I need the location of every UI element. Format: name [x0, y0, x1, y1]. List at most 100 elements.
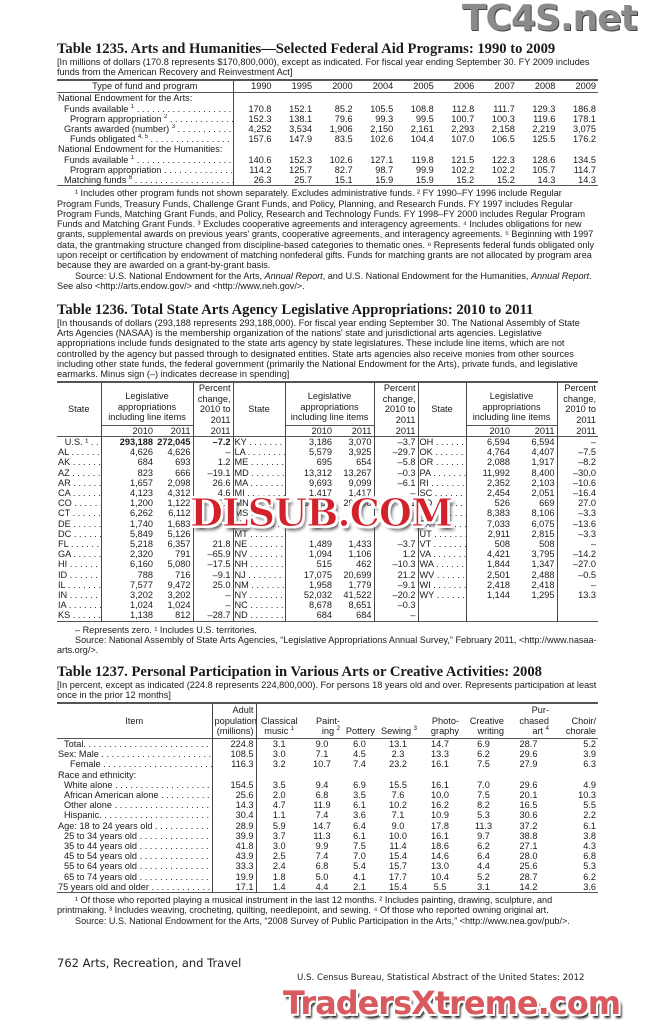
cell-value: 122.3: [491, 154, 515, 165]
state-label: KS: [57, 610, 102, 622]
percent-change: –27.0: [573, 559, 596, 570]
cell-value: 13.3: [431, 749, 449, 760]
row-label: African American alone: [57, 789, 213, 801]
value-2010: 4,626: [130, 447, 153, 458]
cell-value: 11.3: [474, 820, 493, 831]
cell-value: 10.4: [431, 871, 449, 882]
cell-value: 119.6: [533, 113, 556, 124]
value-2010: 515: [316, 559, 332, 570]
row-label: Age: 18 to 24 years old: [57, 820, 213, 831]
state-label: SD: [418, 498, 467, 509]
value-2011: 654: [334, 457, 375, 468]
cell-value: 7.5: [477, 789, 490, 800]
cell-value: 114.2: [249, 164, 272, 175]
year-header: 2006: [453, 81, 475, 92]
cell-value: 15.9: [415, 175, 434, 186]
cell-value: 6.8: [583, 851, 596, 862]
cell-value: 107.0: [451, 134, 475, 145]
cell-value: 2.3: [391, 749, 405, 760]
column-header: Pur- chased art 4: [506, 703, 551, 738]
source-note: Source: National Assembly of State Arts …: [57, 634, 597, 656]
row-label-value: National Endowment for the Humanities:: [58, 144, 223, 155]
percent-change: –: [193, 600, 234, 611]
cell-value: [476, 93, 517, 104]
year-header: 2011: [512, 425, 558, 437]
table-row: Funds available 1 140.6 152.3 102.6 127.1 119…: [57, 154, 598, 165]
value-2011: 4,312: [155, 487, 194, 499]
value-2010: 1,144: [487, 589, 510, 600]
row-label-value: Program appropriation: [70, 113, 162, 124]
row-label-value: National Endowment for the Arts:: [58, 93, 193, 104]
row-label: Total.: [57, 738, 213, 750]
source-text: , and U.S. National Endowment for the Hu…: [322, 270, 531, 281]
year-header: 2004: [372, 81, 394, 92]
cell-value: [395, 144, 436, 154]
value-2010: 2,454: [487, 487, 510, 498]
percent-change: –3.7: [374, 436, 419, 448]
cell-value: 15.5: [389, 779, 407, 790]
cell-value: 2.5: [272, 851, 286, 862]
cell-value: 6.0: [353, 738, 366, 749]
state-label: NC: [233, 600, 286, 611]
value-2011: 2,418: [512, 579, 558, 590]
percent-change: [193, 528, 234, 539]
cell-value: 7.1: [391, 810, 405, 821]
year-header: 2010: [489, 425, 510, 436]
appropriations-header: Legislative appropriations including lin…: [101, 382, 194, 426]
percent-change: –6.5: [193, 498, 234, 509]
empty-cell: [418, 600, 467, 611]
cell-value: 6.2: [583, 871, 596, 882]
year-header: 2008: [534, 81, 556, 92]
cell-value: 7.4: [315, 851, 329, 862]
table-row: IN3,2023,202–NY52,03241,522–20.2WY1,1441…: [57, 589, 598, 601]
state-name: IN: [58, 590, 100, 600]
cell-value: 16.5: [519, 800, 538, 811]
value-2010: 1,024: [130, 600, 153, 611]
cell-value: 14.3: [212, 800, 257, 811]
percent-change: –6.1: [374, 477, 419, 488]
cell-value: [436, 144, 477, 154]
table-row: CA4,1234,3124.6MI1,4171,417–SC2,4542,051…: [57, 487, 598, 499]
column-header: Item: [57, 703, 213, 739]
footnote-marker: 4, 5: [137, 134, 148, 141]
state-name: DE: [58, 519, 100, 529]
value-2010: 9,693: [309, 477, 332, 488]
footnotes: ¹ Includes other program funds not shown…: [57, 188, 595, 271]
cell-value: [476, 144, 517, 154]
value-2011: 508: [512, 538, 558, 550]
cell-value: 4.4: [315, 881, 329, 892]
state-name: OH: [420, 437, 466, 447]
state-label: NJ: [233, 569, 286, 580]
cell-value: 14.2: [519, 881, 538, 892]
state-name: IA: [58, 600, 100, 610]
cell-value: 186.8: [573, 103, 596, 114]
percent-change: –0.1: [374, 498, 419, 509]
state-label: RI: [418, 477, 467, 488]
cell-value: 9.9: [315, 840, 329, 851]
cell-value: [436, 93, 477, 104]
percent-change: [193, 508, 234, 519]
state-name: OK: [420, 447, 466, 457]
state-label: AZ: [57, 467, 102, 478]
column-header: Sewing 3: [377, 703, 419, 738]
cell-value: 2.2: [583, 810, 596, 821]
cell-value: 3.6: [583, 881, 596, 892]
cell-value: 15.7: [389, 861, 407, 872]
appropriations-header: Legislative appropriations including lin…: [466, 382, 558, 426]
table-row: Total.224.8 3.1 9.0 6.0 13.1 14.7 6.9 28.7 5.2: [57, 738, 598, 750]
value-2010: 2,088: [487, 457, 510, 468]
source-note: Source: U.S. National Endowment for the …: [75, 915, 570, 926]
cell-value: 178.1: [573, 113, 596, 124]
cell-value: 37.2: [519, 820, 538, 831]
table-row: Hispanic.30.4 1.1 7.4 3.6 7.1 10.9 5.3 30.6 2.2: [57, 810, 598, 821]
state-name: AL: [58, 447, 100, 457]
state-label: MI: [233, 487, 286, 499]
value-2011: 3,925: [334, 447, 375, 458]
value-2010: 1,958: [309, 579, 332, 590]
row-label: 45 to 54 years old: [57, 851, 213, 862]
state-label: NE: [233, 538, 286, 550]
cell-value: 4.7: [272, 800, 286, 811]
percent-change: –: [374, 487, 419, 499]
cell-value: 5.5: [583, 800, 596, 811]
